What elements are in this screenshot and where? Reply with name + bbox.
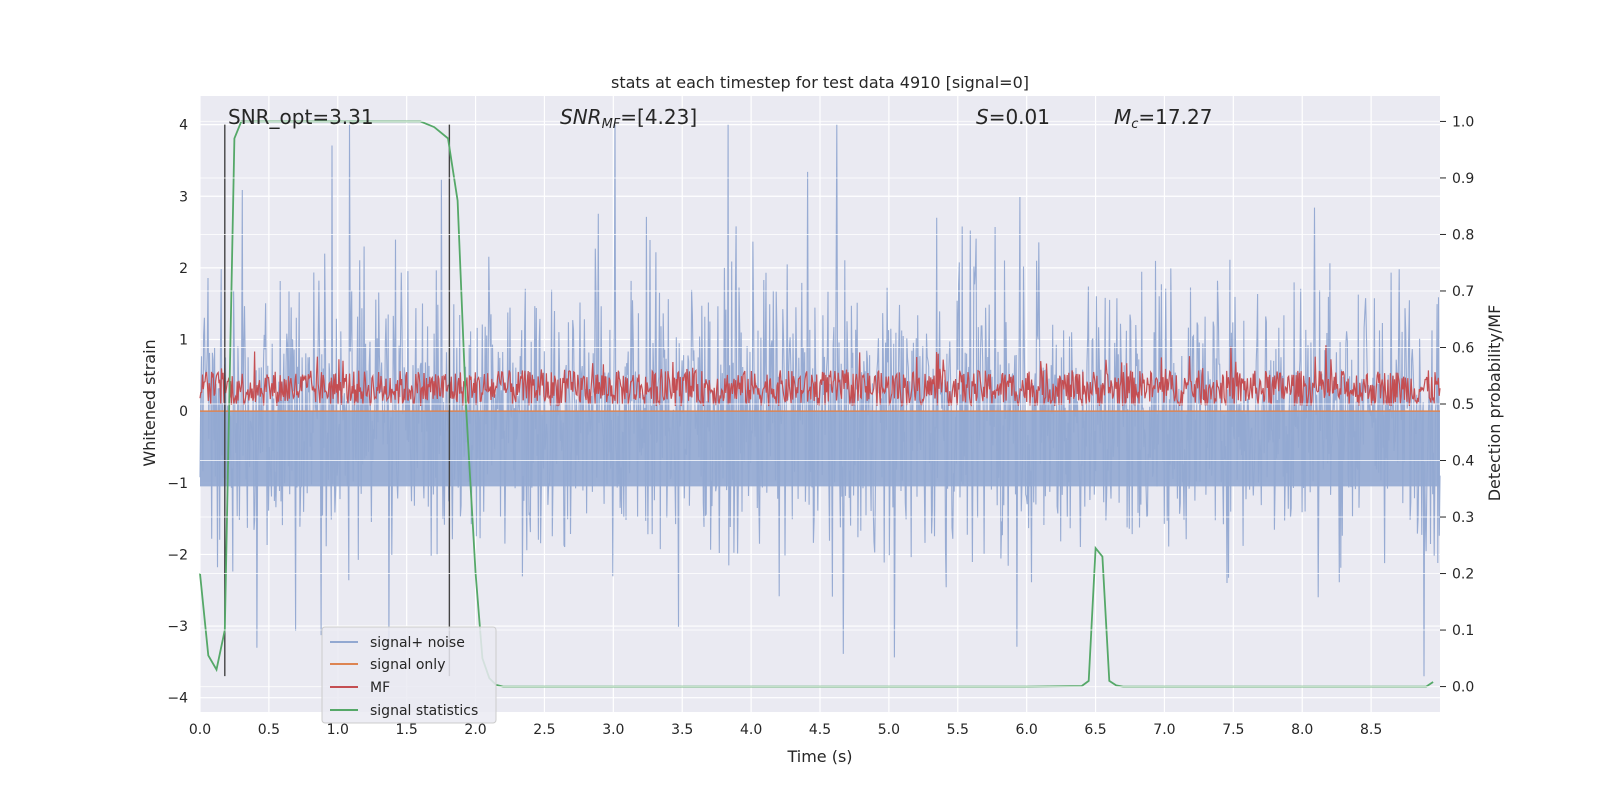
y-tick-label: 4: [179, 118, 188, 134]
y-tick-label: 3: [179, 189, 188, 205]
y2-tick-label: 0.6: [1452, 340, 1474, 356]
x-tick-label: 7.5: [1222, 722, 1244, 738]
right-axis-grid: [200, 120, 1440, 688]
y2-tick-label: 0.5: [1452, 397, 1474, 413]
y2-tick-label: 0.4: [1452, 454, 1474, 470]
annotation-snr-opt: SNR_opt=3.31: [228, 105, 374, 129]
y-tick-label: −1: [167, 476, 188, 492]
legend-label-signal-only: signal only: [370, 657, 445, 673]
x-tick-label: 5.5: [947, 722, 969, 738]
y2-tick-label: 1.0: [1452, 114, 1474, 130]
x-tick-label: 0.5: [258, 722, 280, 738]
y2-tick-label: 0.8: [1452, 227, 1474, 243]
y2-tick-label: 0.1: [1452, 623, 1474, 639]
x-tick-label: 2.0: [464, 722, 486, 738]
y-tick-label: 0: [179, 404, 188, 420]
x-tick-label: 3.0: [602, 722, 624, 738]
y-axis-label: Whitened strain: [140, 339, 159, 466]
chart-title: stats at each timestep for test data 491…: [611, 73, 1029, 92]
annotation-s: S=0.01: [976, 105, 1050, 129]
x-tick-label: 6.0: [1016, 722, 1038, 738]
x-tick-label: 2.5: [533, 722, 555, 738]
x-tick-label: 1.5: [396, 722, 418, 738]
legend-label-signal-noise: signal+ noise: [370, 635, 465, 651]
y2-tick-label: 0.3: [1452, 510, 1474, 526]
x-tick-label: 3.5: [671, 722, 693, 738]
y-axis-ticks: 4 3 2 1 0 −1 −2 −3 −4: [167, 118, 188, 707]
x-tick-label: 0.0: [189, 722, 211, 738]
annotation-s-value: =0.01: [989, 105, 1050, 129]
x-tick-label: 6.5: [1084, 722, 1106, 738]
annotation-snr-mf: SNRMF=[4.23]: [560, 105, 697, 132]
y2-tick-label: 0.2: [1452, 567, 1474, 583]
legend-box: [321, 626, 497, 724]
x-tick-label: 4.5: [809, 722, 831, 738]
annotation-snr-mf-sub: MF: [602, 117, 621, 132]
y-tick-label: 1: [179, 333, 188, 349]
x-tick-label: 1.0: [327, 722, 349, 738]
x-tick-label: 8.5: [1360, 722, 1382, 738]
y2-tick-label: 0.0: [1452, 680, 1474, 696]
x-tick-label: 8.0: [1291, 722, 1313, 738]
annotation-snr-mf-value: =[4.23]: [620, 105, 697, 129]
mf-line: [199, 345, 1441, 407]
annotation-s-label: S: [976, 105, 989, 129]
y2-axis-label: Detection probability/MF: [1485, 305, 1504, 502]
signal-noise-dense-band: [200, 411, 1440, 487]
annotation-mc-value: =17.27: [1138, 105, 1212, 129]
legend: signal+ noise signal only MF signal stat…: [321, 626, 497, 724]
y-tick-label: −3: [167, 619, 188, 635]
y-tick-label: −4: [167, 691, 188, 707]
annotation-mc-label: M: [1114, 105, 1131, 129]
annotation-mc: Mc=17.27: [1114, 105, 1212, 132]
y2-tick-label: 0.7: [1452, 284, 1474, 300]
x-axis-ticks: 0.0 0.5 1.0 1.5 2.0 2.5 3.0 3.5 4.0 4.5 5.0 5.5 6.0 6…: [189, 722, 1382, 738]
y2-axis-ticks: 1.0 0.9 0.8 0.7 0.6 0.5 0.4 0.3 0.2 0.1 0.0: [1440, 114, 1474, 696]
legend-label-mf: MF: [370, 680, 390, 696]
x-axis-label: Time (s): [786, 747, 852, 766]
y-tick-label: −2: [167, 547, 188, 563]
y2-tick-label: 0.9: [1452, 171, 1474, 187]
annotation-mc-sub: c: [1131, 117, 1138, 132]
x-tick-label: 4.0: [740, 722, 762, 738]
x-tick-label: 5.0: [878, 722, 900, 738]
y-tick-label: 2: [179, 261, 188, 277]
legend-label-signal-statistics: signal statistics: [370, 703, 478, 719]
annotation-snr-mf-label: SNR: [560, 105, 602, 129]
mf-series: [199, 345, 1441, 407]
x-tick-label: 7.0: [1153, 722, 1175, 738]
